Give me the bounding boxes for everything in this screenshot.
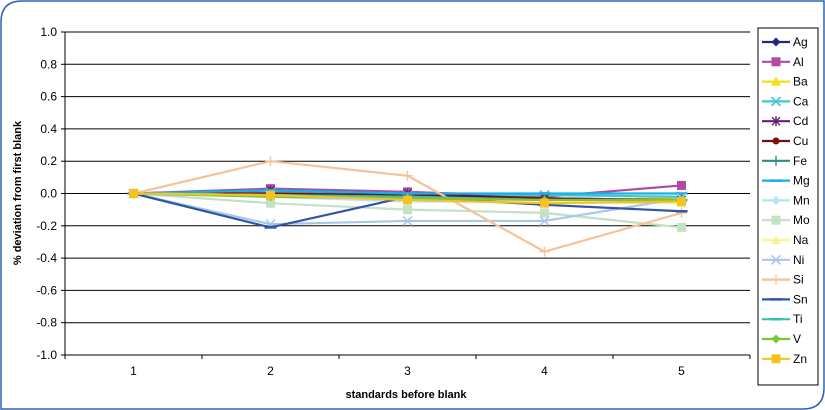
legend-entry-sn: Sn xyxy=(762,292,808,306)
legend-marker xyxy=(770,96,782,107)
legend-marker xyxy=(771,37,781,47)
y-tick-labels: -1.0 -0.8 -0.6 -0.4 -0.2 0.0 0.2 0.4 0.6 0.8 1.0 xyxy=(36,25,57,362)
x-tick-labels: 1 2 3 4 5 xyxy=(130,364,685,378)
y-tick-label: 0.6 xyxy=(40,90,57,104)
legend-label: Ca xyxy=(793,94,809,108)
legend-entry-ni: Ni xyxy=(762,253,804,267)
legend-label: Na xyxy=(793,233,809,247)
data-point xyxy=(402,215,413,227)
x-tick-label: 3 xyxy=(404,364,411,378)
data-point xyxy=(129,189,138,198)
legend-label: Ag xyxy=(793,35,808,49)
x-tick-label: 2 xyxy=(267,364,274,378)
y-tick-label: -0.8 xyxy=(36,316,57,330)
legend-box xyxy=(757,27,819,386)
legend-entry-mn: Mn xyxy=(762,193,810,207)
legend-entry-na: Na xyxy=(762,233,809,247)
legend-marker xyxy=(771,235,781,244)
legend-entry-ba: Ba xyxy=(762,75,808,89)
data-point xyxy=(540,198,549,208)
data-point xyxy=(402,170,413,181)
y-tick-label: 0.2 xyxy=(40,154,57,168)
legend-label: Mg xyxy=(793,174,810,188)
legend-marker xyxy=(771,215,781,225)
y-tick-label: -0.6 xyxy=(36,283,57,297)
x-tick-label: 4 xyxy=(541,364,548,378)
data-point xyxy=(403,205,412,215)
y-tick-label: 0.8 xyxy=(40,57,57,71)
legend-marker xyxy=(771,195,781,205)
legend-marker xyxy=(771,334,781,344)
y-tick-label: -1.0 xyxy=(36,348,57,362)
y-tick-label: 0.4 xyxy=(40,122,57,136)
legend-marker xyxy=(771,274,781,285)
y-tick-label: 1.0 xyxy=(40,25,57,39)
legend-entry-zn: Zn xyxy=(762,352,807,366)
legend-entry-mg: Mg xyxy=(762,174,810,188)
legend-marker xyxy=(771,155,781,166)
legend-marker xyxy=(771,57,781,67)
legend-entry-ag: Ag xyxy=(762,35,808,49)
legend-marker xyxy=(771,116,781,127)
data-point xyxy=(676,207,687,218)
series-lines xyxy=(127,156,688,257)
legend-marker xyxy=(771,76,781,86)
legend-label: Ti xyxy=(793,312,803,326)
series-si xyxy=(128,156,687,257)
legend-label: Si xyxy=(793,273,804,287)
y-tick-label: -0.4 xyxy=(36,251,57,265)
legend-label: Ni xyxy=(793,253,804,267)
legend-label: Al xyxy=(793,55,804,69)
legend-label: Sn xyxy=(793,292,808,306)
legend-label: Mo xyxy=(793,213,810,227)
legend-label: Cu xyxy=(793,134,808,148)
y-tick-label: -0.2 xyxy=(36,219,57,233)
legend-entry-cu: Cu xyxy=(762,134,808,148)
axes xyxy=(64,32,751,359)
data-point xyxy=(539,215,550,227)
data-point xyxy=(539,246,550,257)
legend-label: Mn xyxy=(793,193,810,207)
legend-entry-mo: Mo xyxy=(762,213,810,227)
legend-marker xyxy=(770,254,782,265)
x-axis-title: standards before blank xyxy=(345,389,467,401)
legend-entry-si: Si xyxy=(762,273,804,287)
legend-marker xyxy=(771,354,781,364)
x-tick-label: 1 xyxy=(130,364,137,378)
data-point xyxy=(403,195,412,205)
series-zn xyxy=(129,189,686,208)
legend-label: Fe xyxy=(793,154,807,168)
legend-label: Ba xyxy=(793,75,808,89)
data-point xyxy=(677,222,686,232)
legend-label: Zn xyxy=(793,352,807,366)
legend-marker xyxy=(772,137,780,145)
data-point xyxy=(266,198,275,208)
data-point xyxy=(266,190,275,200)
legend-entry-ca: Ca xyxy=(762,94,809,108)
legend: Ag Al Ba Ca Cd Cu Fe Mg Mn Mo Na Ni Si Sn Ti V Zn xyxy=(757,27,819,386)
legend-entry-cd: Cd xyxy=(762,114,808,128)
data-point xyxy=(677,197,686,207)
legend-entry-v: V xyxy=(762,332,801,346)
legend-label: Cd xyxy=(793,114,808,128)
legend-entry-al: Al xyxy=(762,55,804,69)
data-point xyxy=(265,156,276,167)
legend-entry-fe: Fe xyxy=(762,154,807,168)
legend-entry-ti: Ti xyxy=(762,312,803,326)
data-point xyxy=(677,180,686,190)
data-point xyxy=(540,208,549,218)
y-tick-label: 0.0 xyxy=(40,187,57,201)
x-tick-label: 5 xyxy=(678,364,685,378)
legend-label: V xyxy=(793,332,801,346)
y-axis-title: % deviation from first blank xyxy=(12,120,24,265)
